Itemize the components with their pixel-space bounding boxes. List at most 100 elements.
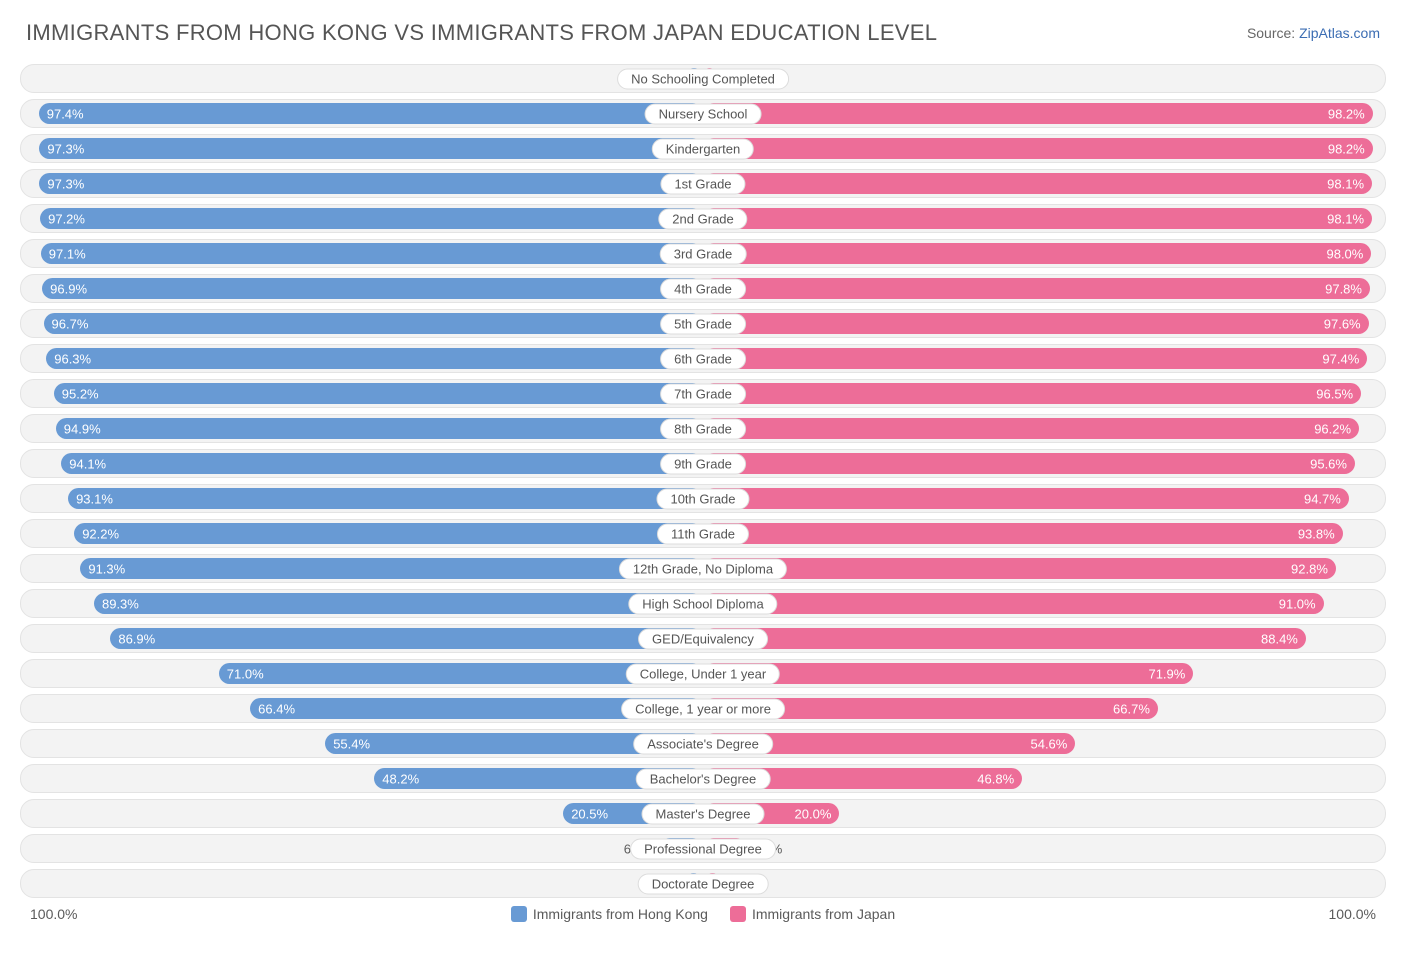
bar-left: 86.9% bbox=[110, 628, 703, 649]
bar-right: 98.2% bbox=[703, 103, 1373, 124]
category-label: 10th Grade bbox=[656, 488, 749, 509]
pct-left: 96.3% bbox=[54, 351, 91, 366]
pct-left: 97.4% bbox=[47, 106, 84, 121]
bar-right: 97.8% bbox=[703, 278, 1370, 299]
bar-right: 98.0% bbox=[703, 243, 1371, 264]
chart-row: 96.3% 97.4%6th Grade bbox=[20, 344, 1386, 373]
pct-left: 55.4% bbox=[333, 736, 370, 751]
pct-right: 54.6% bbox=[1030, 736, 1067, 751]
bar-left: 89.3% bbox=[94, 593, 703, 614]
pct-left: 94.1% bbox=[69, 456, 106, 471]
pct-right: 98.0% bbox=[1326, 246, 1363, 261]
category-label: 12th Grade, No Diploma bbox=[619, 558, 787, 579]
pct-right: 98.1% bbox=[1327, 176, 1364, 191]
chart-row: 93.1% 94.7% 10th Grade bbox=[20, 484, 1386, 513]
pct-right: 46.8% bbox=[977, 771, 1014, 786]
bar-left: 97.4% bbox=[39, 103, 703, 124]
chart-row: 92.2%93.8%11th Grade bbox=[20, 519, 1386, 548]
bar-left: 95.2% bbox=[54, 383, 703, 404]
chart-row: 96.9%97.8%4th Grade bbox=[20, 274, 1386, 303]
pct-left: 96.9% bbox=[50, 281, 87, 296]
bar-left: 96.7% bbox=[44, 313, 703, 334]
chart-row: 94.1% 95.6%9th Grade bbox=[20, 449, 1386, 478]
pct-left: 20.5% bbox=[571, 806, 608, 821]
pct-left: 66.4% bbox=[258, 701, 295, 716]
chart-row: 97.3%98.2%Kindergarten bbox=[20, 134, 1386, 163]
chart-row: 94.9%96.2%8th Grade bbox=[20, 414, 1386, 443]
diverging-bar-chart: 2.7%1.9%No Schooling Completed 97.4% 98.2%… bbox=[20, 64, 1386, 898]
pct-left: 94.9% bbox=[64, 421, 101, 436]
pct-right: 97.8% bbox=[1325, 281, 1362, 296]
pct-right: 66.7% bbox=[1113, 701, 1150, 716]
category-label: 2nd Grade bbox=[658, 208, 747, 229]
category-label: 9th Grade bbox=[660, 453, 746, 474]
bar-left: 91.3% bbox=[80, 558, 703, 579]
pct-left: 97.1% bbox=[49, 246, 86, 261]
bar-right: 98.2% bbox=[703, 138, 1373, 159]
pct-right: 94.7% bbox=[1304, 491, 1341, 506]
bar-left: 97.3% bbox=[39, 173, 703, 194]
pct-right: 88.4% bbox=[1261, 631, 1298, 646]
category-label: Bachelor's Degree bbox=[636, 768, 771, 789]
bar-right: 92.8% bbox=[703, 558, 1336, 579]
chart-row: 6.4%6.4%Professional Degree bbox=[20, 834, 1386, 863]
bar-right: 96.5% bbox=[703, 383, 1361, 404]
legend-swatch-left bbox=[511, 906, 527, 922]
pct-left: 89.3% bbox=[102, 596, 139, 611]
category-label: High School Diploma bbox=[628, 593, 777, 614]
bar-left: 96.3% bbox=[46, 348, 703, 369]
pct-right: 91.0% bbox=[1279, 596, 1316, 611]
source-link[interactable]: ZipAtlas.com bbox=[1299, 25, 1380, 41]
legend-item-left: Immigrants from Hong Kong bbox=[511, 906, 708, 922]
chart-row: 2.7%1.9%No Schooling Completed bbox=[20, 64, 1386, 93]
pct-left: 96.7% bbox=[52, 316, 89, 331]
category-label: College, 1 year or more bbox=[621, 698, 785, 719]
pct-right: 20.0% bbox=[795, 806, 832, 821]
chart-row: 89.3% 91.0% High School Diploma bbox=[20, 589, 1386, 618]
axis-left-max: 100.0% bbox=[30, 906, 77, 922]
pct-right: 97.6% bbox=[1324, 316, 1361, 331]
bar-right: 95.6% bbox=[703, 453, 1355, 474]
chart-title: IMMIGRANTS FROM HONG KONG VS IMMIGRANTS … bbox=[26, 20, 937, 46]
source-label: Source: bbox=[1247, 25, 1299, 41]
category-label: Associate's Degree bbox=[633, 733, 773, 754]
pct-left: 93.1% bbox=[76, 491, 113, 506]
chart-source: Source: ZipAtlas.com bbox=[1247, 25, 1380, 41]
category-label: Professional Degree bbox=[630, 838, 776, 859]
chart-row: 97.2% 98.1%2nd Grade bbox=[20, 204, 1386, 233]
category-label: 6th Grade bbox=[660, 348, 746, 369]
chart-row: 71.0%71.9%College, Under 1 year bbox=[20, 659, 1386, 688]
bar-left: 97.2% bbox=[40, 208, 703, 229]
legend-swatch-right bbox=[730, 906, 746, 922]
bar-left: 93.1% bbox=[68, 488, 703, 509]
chart-row: 55.4% 54.6% Associate's Degree bbox=[20, 729, 1386, 758]
bar-right: 97.6% bbox=[703, 313, 1369, 334]
legend: Immigrants from Hong Kong Immigrants fro… bbox=[77, 906, 1328, 922]
pct-left: 95.2% bbox=[62, 386, 99, 401]
bar-right: 97.4% bbox=[703, 348, 1367, 369]
bar-left: 94.1% bbox=[61, 453, 703, 474]
category-label: GED/Equivalency bbox=[638, 628, 768, 649]
category-label: 8th Grade bbox=[660, 418, 746, 439]
chart-row: 2.8%2.8%Doctorate Degree bbox=[20, 869, 1386, 898]
category-label: 3rd Grade bbox=[660, 243, 747, 264]
bar-left: 94.9% bbox=[56, 418, 703, 439]
category-label: Master's Degree bbox=[642, 803, 765, 824]
legend-label-left: Immigrants from Hong Kong bbox=[533, 906, 708, 922]
chart-row: 96.7% 97.6% 5th Grade bbox=[20, 309, 1386, 338]
bar-right: 98.1% bbox=[703, 208, 1372, 229]
category-label: 11th Grade bbox=[657, 523, 749, 544]
chart-row: 48.2%46.8%Bachelor's Degree bbox=[20, 764, 1386, 793]
category-label: Doctorate Degree bbox=[638, 873, 769, 894]
pct-left: 97.2% bbox=[48, 211, 85, 226]
legend-label-right: Immigrants from Japan bbox=[752, 906, 895, 922]
bar-right: 93.8% bbox=[703, 523, 1343, 544]
bar-right: 88.4% bbox=[703, 628, 1306, 649]
pct-right: 92.8% bbox=[1291, 561, 1328, 576]
category-label: 5th Grade bbox=[660, 313, 746, 334]
chart-row: 97.3% 98.1% 1st Grade bbox=[20, 169, 1386, 198]
category-label: College, Under 1 year bbox=[626, 663, 780, 684]
pct-right: 98.2% bbox=[1328, 141, 1365, 156]
bar-right: 91.0% bbox=[703, 593, 1324, 614]
category-label: 1st Grade bbox=[660, 173, 745, 194]
